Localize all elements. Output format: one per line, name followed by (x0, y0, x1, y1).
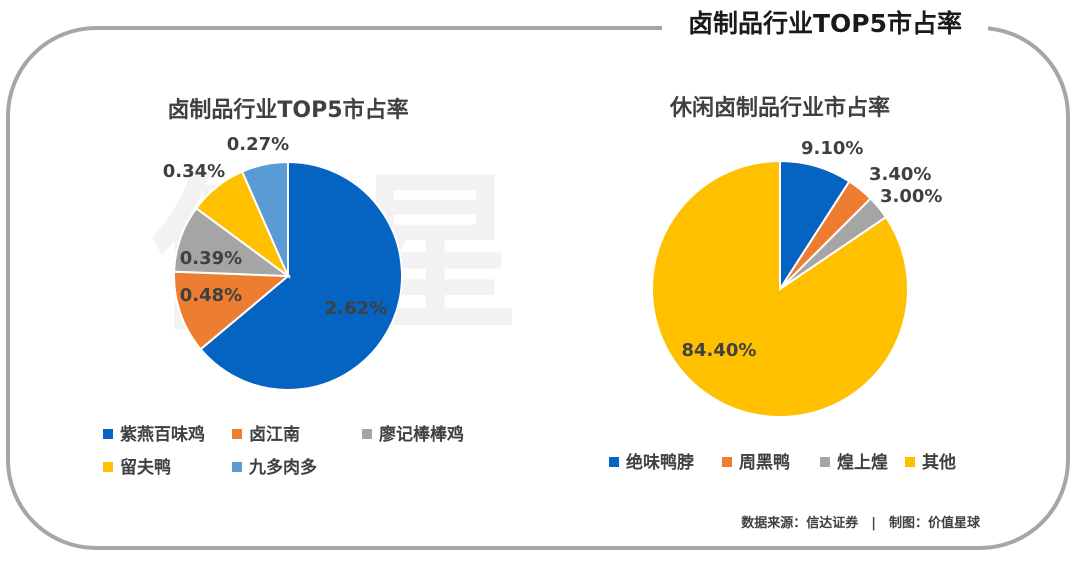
top5-legend-label: 廖记棒棒鸡 (379, 424, 464, 445)
top5-data-label: 0.48% (180, 285, 242, 306)
top5-legend-swatch (232, 462, 242, 472)
leisure-data-label: 9.10% (801, 138, 863, 159)
leisure-legend-label: 周黑鸭 (739, 452, 790, 473)
top5-data-label: 0.34% (163, 161, 225, 182)
top5-legend-swatch (103, 429, 113, 439)
chart-industry-top5: 卤制品行业TOP5市占率 2.62% 0.48% 0.39% 0.34%0.27% 紫燕百… (103, 97, 464, 478)
chart-title: 休闲卤制品行业市占率 (669, 95, 890, 121)
top5-legend-label: 九多肉多 (248, 457, 317, 478)
leisure-legend-swatch (820, 457, 830, 467)
top5-data-label: 0.39% (180, 248, 242, 269)
leisure-legend-label: 煌上煌 (837, 452, 888, 473)
leisure-data-label: 3.40% (869, 164, 931, 185)
top5-pie-slice-4 (240, 160, 289, 277)
rounded-frame (6, 26, 1070, 550)
leisure-legend-label: 其他 (922, 452, 956, 473)
leisure-legend-swatch (905, 457, 915, 467)
chart-title: 卤制品行业TOP5市占率 (167, 97, 408, 123)
top5-pie-slice-0 (199, 160, 403, 391)
top5-legend-swatch (103, 462, 113, 472)
top5-data-label: 2.62% (325, 298, 387, 319)
leisure-data-label: 3.00% (880, 186, 942, 207)
top5-legend-label: 紫燕百味鸡 (120, 424, 205, 445)
top5-data-label: 0.27% (227, 134, 289, 155)
source-credit: 数据来源：信达证券 | 制图：价值星球 (741, 516, 980, 531)
leisure-pie-slice-3 (651, 159, 909, 418)
header-gap (662, 10, 988, 44)
leisure-data-label: 84.40% (682, 340, 757, 361)
top5-pie-slice-1 (173, 270, 291, 351)
chart-leisure-share: 休闲卤制品行业市占率 9.10% 3.40%3.00% 84.40% 绝味鸭脖 周黑鸭 煌上… (609, 95, 956, 473)
page-title: 卤制品行业TOP5市占率 (687, 9, 963, 38)
leisure-legend-label: 绝味鸭脖 (626, 452, 694, 473)
top5-legend-swatch (232, 429, 242, 439)
top5-legend-swatch (362, 429, 372, 439)
leisure-legend-swatch (722, 457, 732, 467)
top5-legend-label: 留夫鸭 (120, 457, 171, 478)
leisure-legend-swatch (609, 457, 619, 467)
top5-legend-label: 卤江南 (249, 424, 300, 445)
